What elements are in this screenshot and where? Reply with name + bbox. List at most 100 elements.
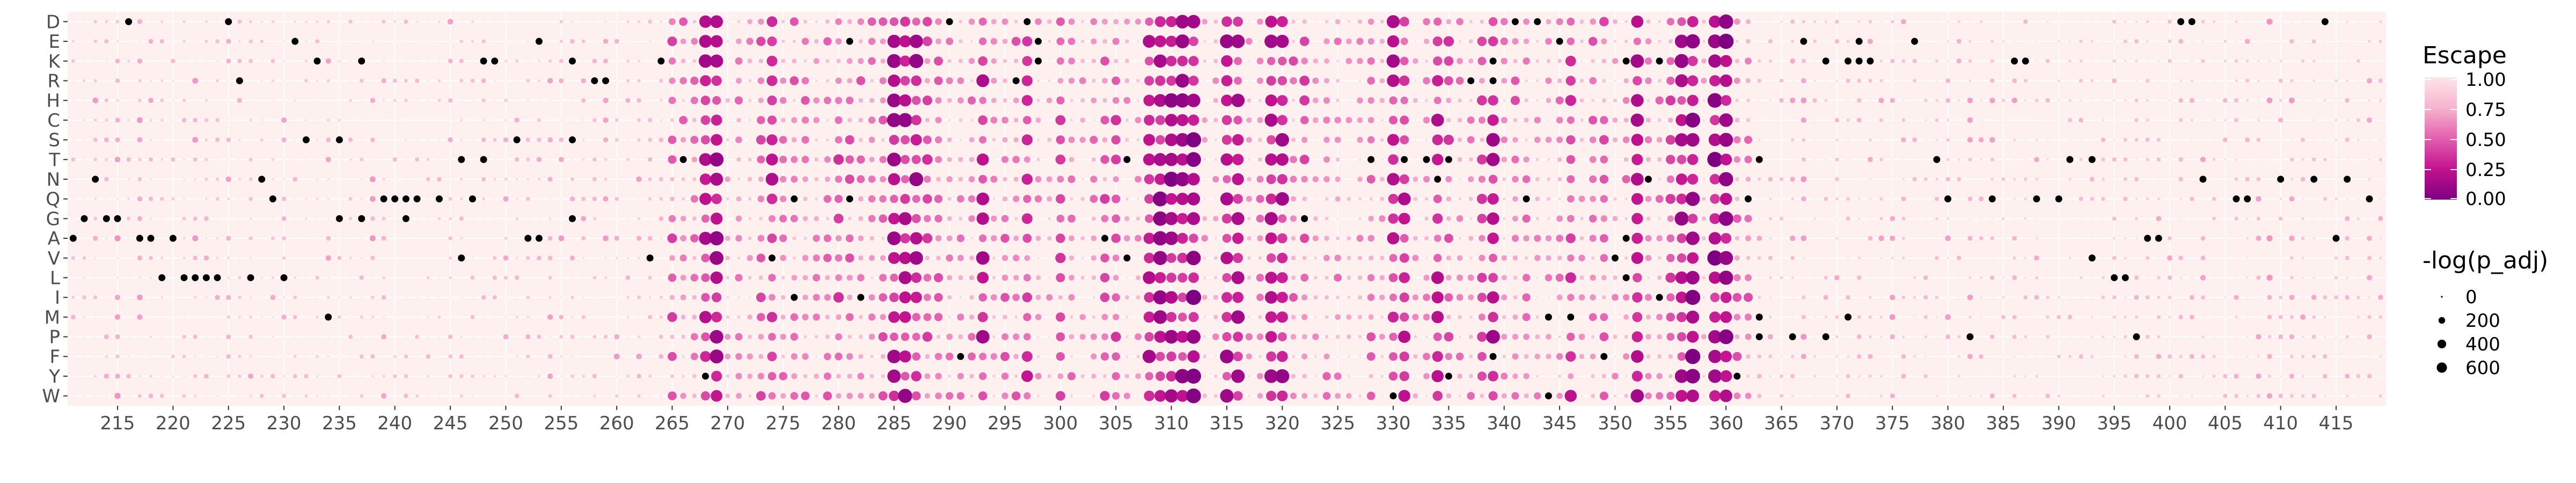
data-point [1037,257,1040,259]
data-point [616,178,618,180]
data-point [888,213,900,225]
data-point [1456,294,1463,301]
data-point [2246,375,2248,377]
data-point [1221,135,1232,145]
data-point [1666,392,1675,400]
data-point [1767,334,1773,340]
data-point [911,115,921,126]
data-point [1091,353,1097,360]
data-point [2169,158,2171,160]
data-point [2357,217,2360,221]
data-point [137,58,143,64]
data-point [2246,217,2249,220]
data-point [304,60,308,63]
data-point [394,178,396,180]
data-point [2157,276,2161,280]
data-point [505,356,507,357]
data-point [2091,139,2093,141]
data-point [238,178,241,181]
data-point [525,137,530,142]
data-point [869,157,875,163]
data-point [1687,214,1698,224]
data-point [1990,157,1994,162]
data-point [427,79,429,82]
data-point [204,138,208,142]
data-point [1424,216,1429,221]
data-point [494,21,495,23]
data-point [1203,375,1206,377]
data-point [1433,97,1441,105]
data-point [1676,193,1687,204]
data-point [2268,159,2271,160]
data-point [1745,19,1751,24]
data-point [1522,274,1531,282]
data-point [1445,353,1453,361]
data-point [1814,336,1816,338]
data-point [2334,295,2338,299]
data-point [2379,138,2382,141]
data-point [2002,60,2004,62]
data-point [1925,218,1927,219]
data-point [128,139,129,141]
data-point [1413,98,1418,103]
data-point [581,315,586,319]
data-point [2334,138,2338,141]
data-point [1366,391,1375,400]
data-point [369,235,376,241]
data-point [1135,175,1141,183]
data-point [766,312,778,323]
data-point [161,60,163,62]
data-point [348,334,353,339]
escape-legend: Escape 1.00 0.75 0.50 0.25 0.00 [2423,42,2507,210]
data-point [1878,235,1884,241]
wildtype-point [214,274,221,281]
data-point [668,352,677,361]
data-point [1400,56,1409,65]
data-point [327,40,329,42]
data-point [1624,197,1628,201]
data-point [339,277,340,279]
data-point [1957,335,1961,339]
data-point [149,217,152,220]
data-point [1935,255,1939,260]
data-point [909,34,923,48]
data-point [1936,21,1938,23]
data-point [94,355,96,357]
data-point [2234,374,2239,379]
data-point [1480,19,1484,24]
data-point [605,356,606,357]
data-point [836,393,841,399]
data-point [2202,139,2204,141]
x-tick-label: 300 [1043,413,1078,434]
data-point [1685,192,1700,206]
data-point [910,134,922,146]
data-point [1591,374,1595,378]
data-point [2157,296,2161,299]
data-point [1980,178,1982,180]
data-point [700,115,711,125]
data-point [182,237,186,240]
data-point [2324,139,2326,141]
x-tick-label: 265 [655,413,690,434]
data-point [2002,257,2004,259]
data-point [361,139,362,141]
data-point [2091,375,2093,377]
data-point [1500,18,1508,26]
data-point [1824,275,1828,280]
data-point [1069,275,1075,281]
data-point [711,390,723,402]
data-point [748,157,752,162]
wildtype-point [846,195,853,203]
data-point [237,19,242,24]
data-point [2324,335,2326,338]
data-point [2379,257,2382,260]
data-point [2014,158,2015,160]
data-point [204,118,208,122]
data-point [1091,216,1096,221]
data-point [1232,291,1244,303]
data-point [1415,21,1416,23]
data-point [2334,276,2338,280]
wildtype-point [791,294,798,301]
data-point [825,334,830,339]
data-point [1879,375,1883,378]
